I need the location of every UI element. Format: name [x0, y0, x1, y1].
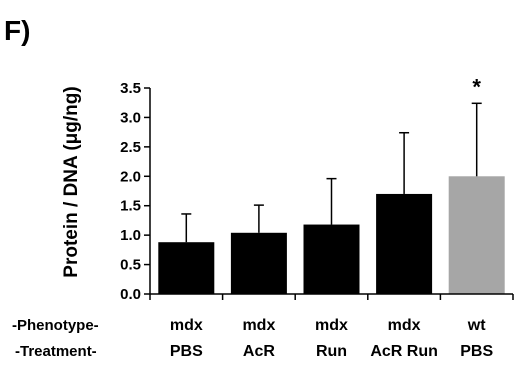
y-tick-label: 1.5	[120, 198, 141, 215]
y-tick-label: 2.5	[120, 139, 141, 156]
panel-label: F)	[4, 15, 30, 46]
y-tick-label: 0.0	[120, 286, 141, 303]
bar	[230, 232, 287, 294]
error-bars	[181, 102, 482, 243]
treatment-label: Run	[316, 343, 347, 360]
bar	[376, 193, 433, 294]
x-axis	[149, 293, 514, 300]
phenotype-row-label: -Phenotype-	[12, 317, 99, 334]
treatment-label: PBS	[170, 343, 203, 360]
bar	[158, 242, 215, 294]
bars	[158, 176, 505, 294]
phenotype-label: mdx	[388, 317, 421, 334]
phenotype-label: wt	[467, 317, 486, 334]
y-axis: 0.0 0.5 1.0 1.5 2.0 2.5 3.0 3.5	[120, 80, 151, 303]
bar	[448, 176, 505, 294]
phenotype-label: mdx	[315, 317, 348, 334]
phenotype-label: mdx	[242, 317, 275, 334]
y-tick-label: 3.0	[120, 109, 141, 126]
annotations: *	[472, 74, 481, 99]
treatment-row-label: -Treatment-	[15, 343, 97, 360]
y-tick-label: 0.5	[120, 257, 141, 274]
significance-marker: *	[472, 74, 481, 99]
y-tick-label: 1.0	[120, 227, 141, 244]
bar	[303, 224, 360, 294]
y-tick-label: 3.5	[120, 80, 141, 97]
phenotype-label: mdx	[170, 317, 203, 334]
y-tick-label: 2.0	[120, 168, 141, 185]
treatment-label: AcR Run	[370, 343, 438, 360]
treatment-label: AcR	[243, 343, 275, 360]
treatment-label: PBS	[460, 343, 493, 360]
y-axis-label: Protein / DNA (μg/ng)	[61, 86, 82, 277]
category-labels: mdx PBS mdx AcR mdx Run mdx AcR Run wt PBS	[170, 317, 494, 360]
